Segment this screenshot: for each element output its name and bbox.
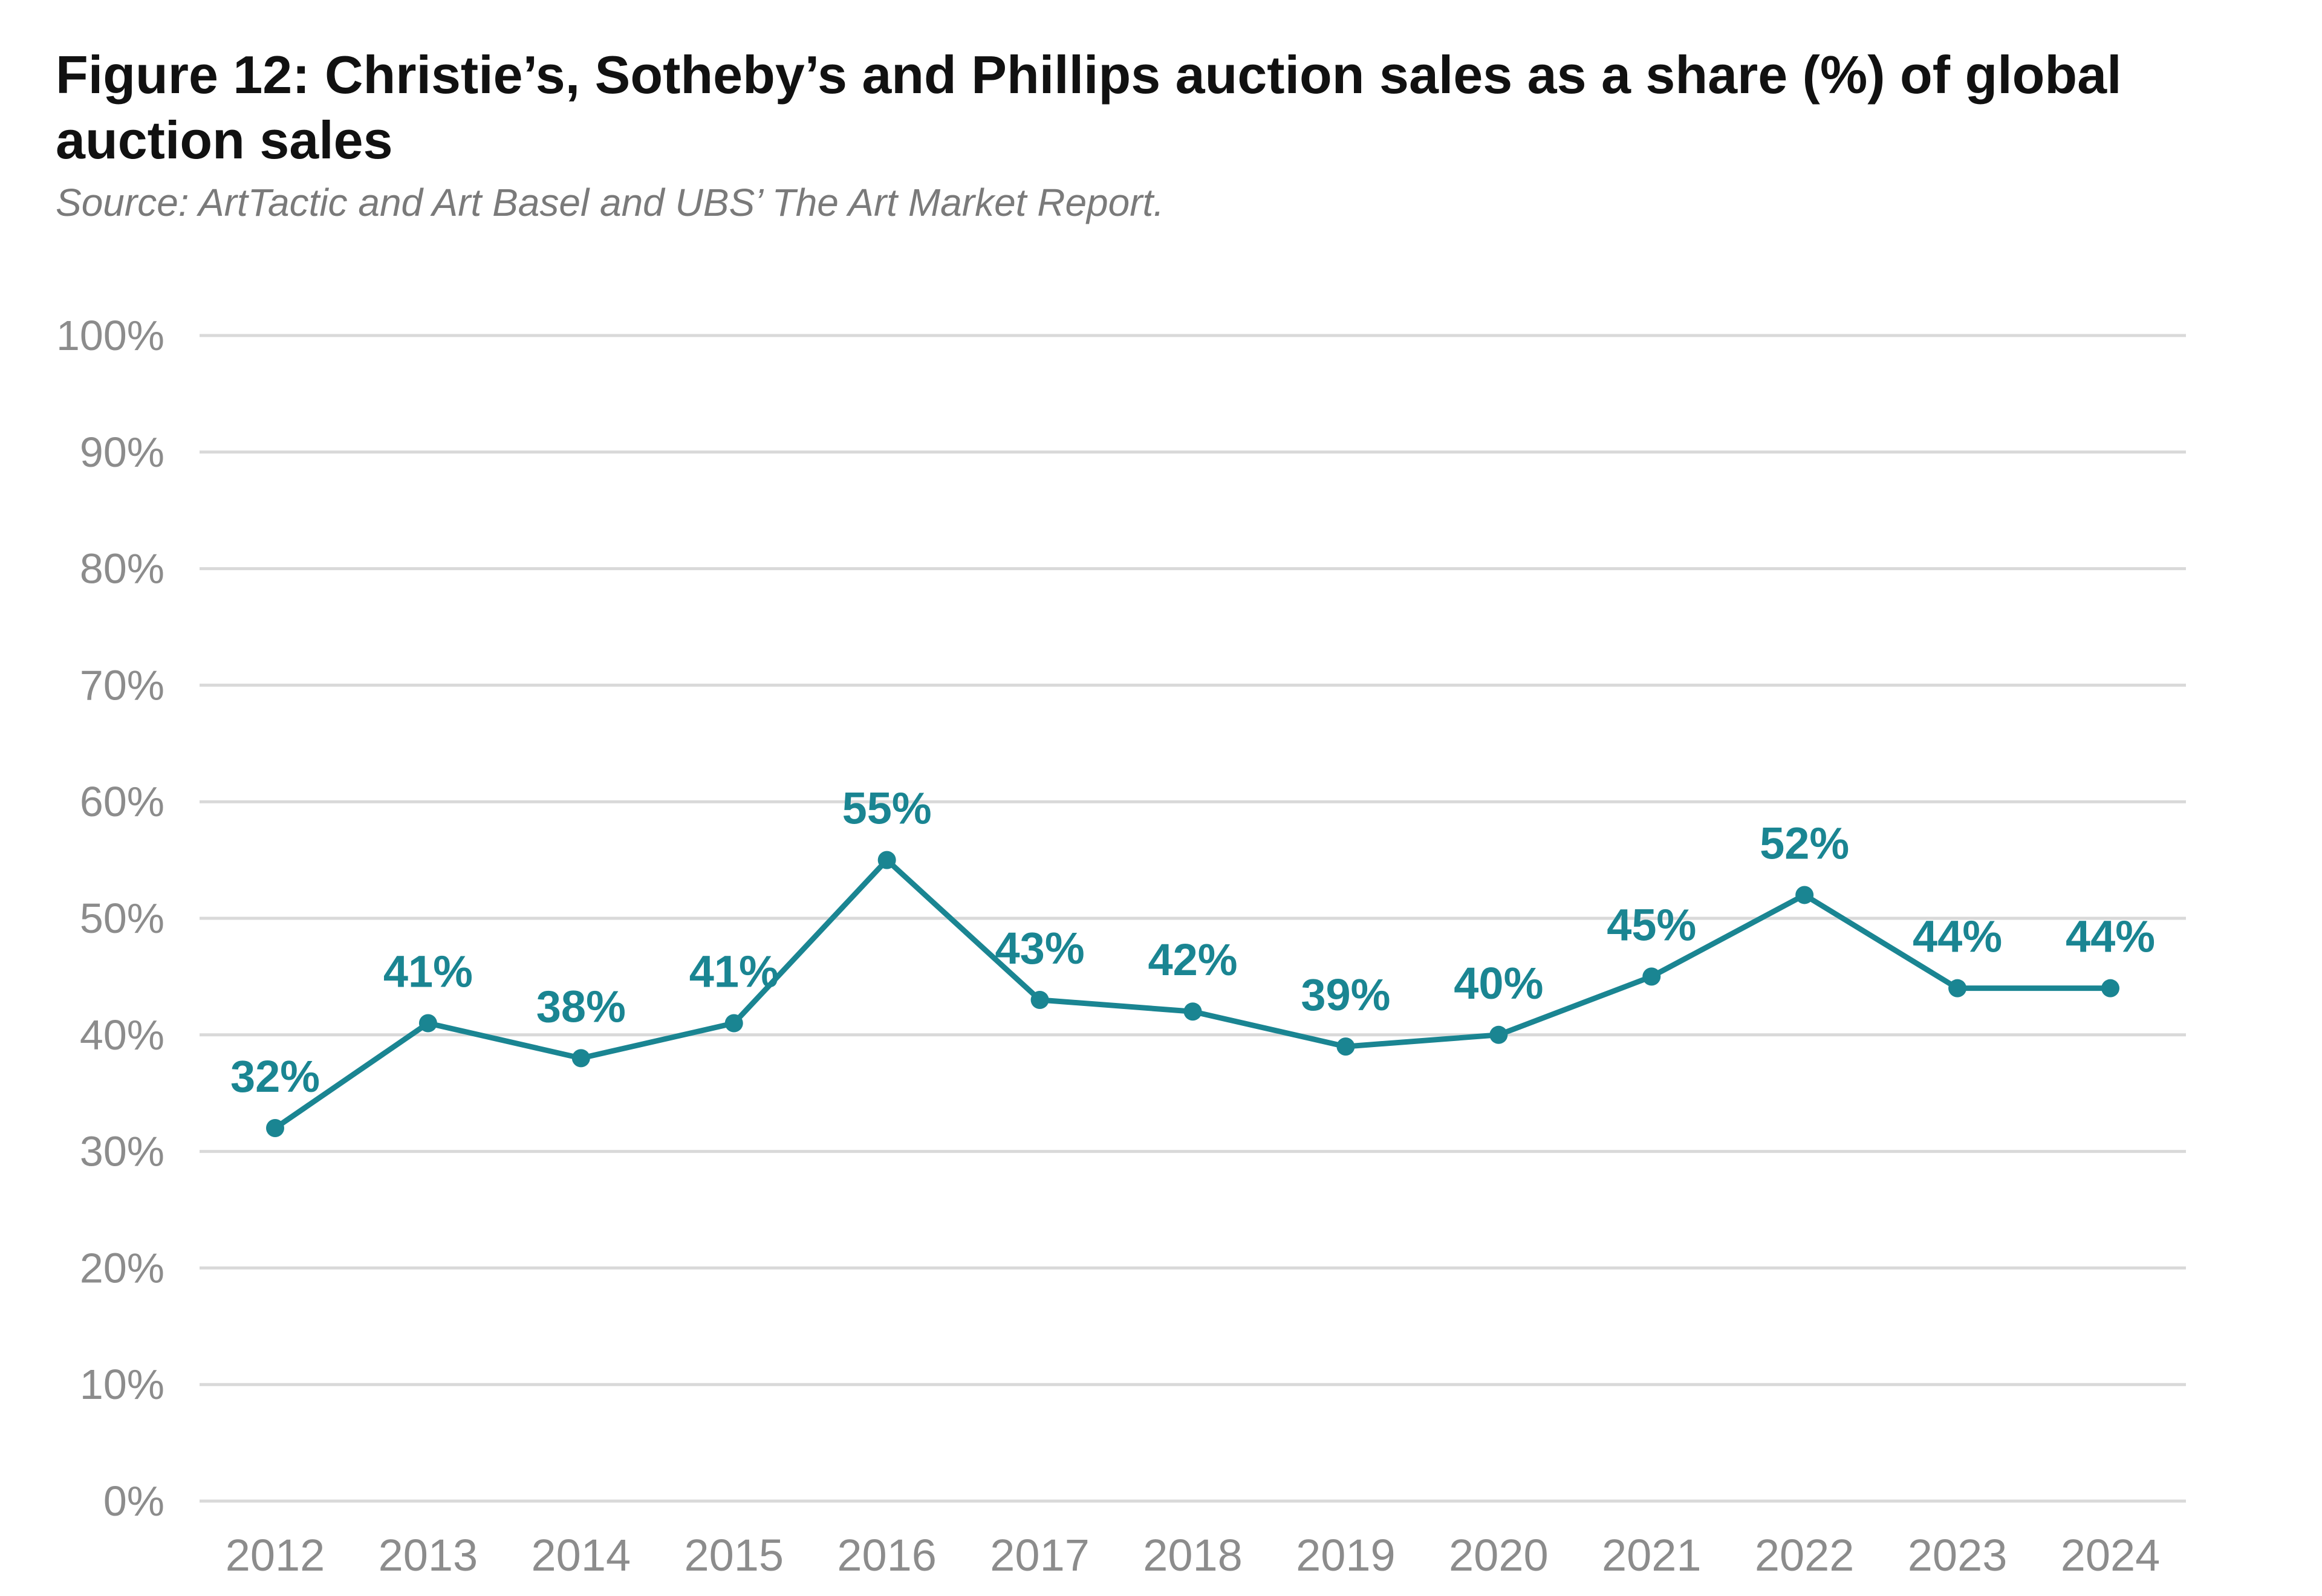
data-point	[418, 1014, 437, 1033]
x-axis: 2012 2013 2014 2015 2016 2017 2018 2019 2020 2021…	[226, 1530, 2161, 1580]
y-tick-label: 50%	[80, 895, 164, 942]
data-point	[724, 1014, 743, 1033]
y-tick-label: 60%	[80, 778, 164, 825]
y-tick-label: 80%	[80, 545, 164, 592]
x-tick-label: 2013	[379, 1530, 478, 1580]
data-label: 52%	[1760, 818, 1849, 868]
x-tick-label: 2018	[1143, 1530, 1243, 1580]
data-label: 44%	[2066, 912, 2155, 962]
x-tick-label: 2017	[990, 1530, 1090, 1580]
y-tick-label: 0%	[103, 1478, 164, 1525]
y-axis: 0% 10% 20% 30% 40% 50% 60% 70% 80% 90% 100%	[56, 312, 164, 1525]
x-tick-label: 2019	[1296, 1530, 1396, 1580]
x-tick-label: 2024	[2061, 1530, 2161, 1580]
data-point	[2101, 979, 2119, 997]
x-tick-label: 2016	[837, 1530, 937, 1580]
gridlines	[200, 334, 2186, 1503]
x-tick-label: 2020	[1449, 1530, 1549, 1580]
data-point	[1795, 886, 1814, 904]
y-tick-label: 40%	[80, 1011, 164, 1059]
y-tick-label: 10%	[80, 1361, 164, 1408]
y-tick-label: 90%	[80, 429, 164, 476]
data-labels: 32% 41% 38% 41% 55% 43% 42% 39% 40% 45% 52% 44% 44%	[230, 783, 2155, 1101]
x-tick-label: 2014	[532, 1530, 631, 1580]
x-tick-label: 2021	[1602, 1530, 1702, 1580]
data-point	[1336, 1037, 1355, 1056]
y-tick-label: 70%	[80, 661, 164, 709]
data-label: 38%	[536, 981, 626, 1031]
data-label: 55%	[842, 783, 932, 834]
data-label: 43%	[995, 923, 1085, 973]
y-tick-label: 20%	[80, 1244, 164, 1291]
data-point	[877, 851, 896, 869]
data-label: 45%	[1607, 900, 1696, 950]
x-tick-label: 2023	[1908, 1530, 2008, 1580]
x-tick-label: 2022	[1755, 1530, 1855, 1580]
chart-source: Source: ArtTactic and Art Basel and UBS’…	[56, 181, 1165, 224]
data-point	[1948, 979, 1967, 997]
y-tick-label: 30%	[80, 1128, 164, 1175]
data-label: 39%	[1301, 970, 1390, 1020]
chart-title: Figure 12: Christie’s, Sotheby’s and Phi…	[56, 45, 2122, 170]
data-label: 40%	[1454, 958, 1543, 1008]
data-point	[266, 1119, 284, 1138]
data-label: 41%	[383, 947, 473, 997]
data-point	[571, 1049, 590, 1068]
data-point	[1183, 1002, 1202, 1021]
y-tick-label: 100%	[56, 312, 164, 359]
data-label: 44%	[1913, 912, 2002, 962]
x-tick-label: 2015	[684, 1530, 784, 1580]
x-tick-label: 2012	[226, 1530, 325, 1580]
data-point	[1489, 1025, 1508, 1044]
data-label: 41%	[689, 947, 779, 997]
data-point	[1030, 990, 1049, 1009]
data-label: 32%	[230, 1051, 320, 1101]
data-point	[1642, 967, 1661, 986]
data-label: 42%	[1148, 935, 1237, 985]
series	[266, 851, 2119, 1138]
